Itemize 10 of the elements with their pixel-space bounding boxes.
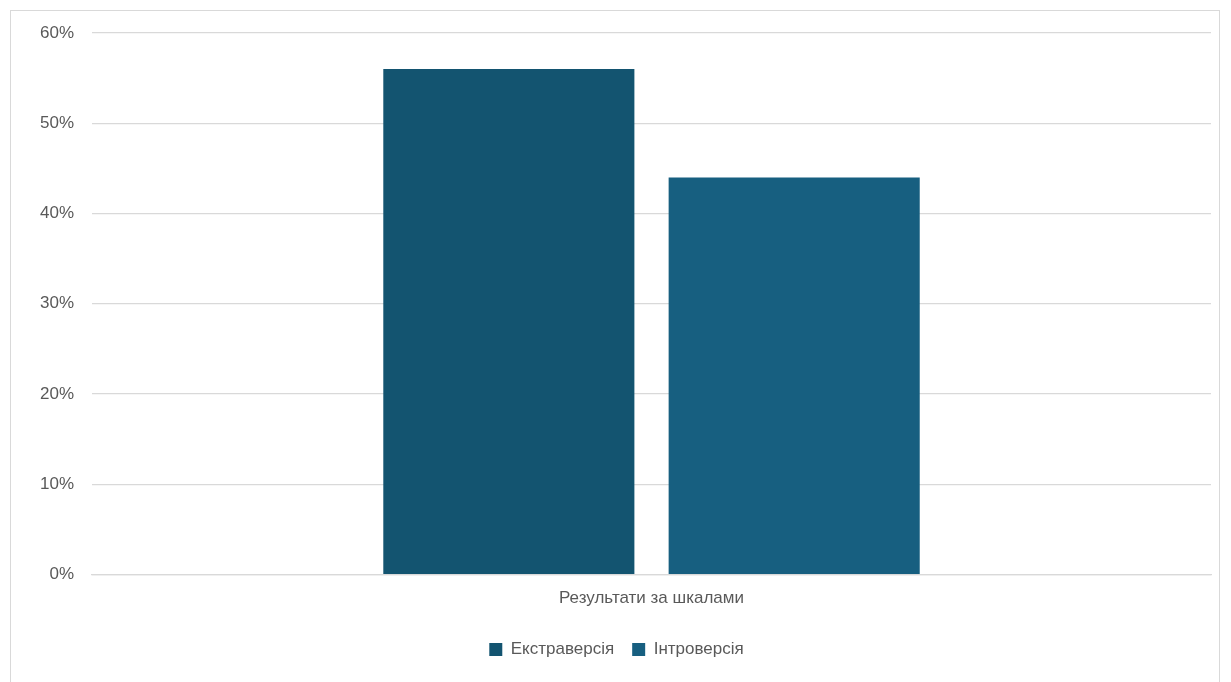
y-tick-label: 60% — [39, 22, 75, 42]
y-tick-label: 30% — [39, 293, 75, 313]
y-tick-label: 40% — [39, 203, 75, 223]
y-tick-label: 0% — [49, 564, 75, 584]
y-tick-label: 10% — [39, 474, 75, 494]
x-tick-label: Результати за шкалами — [559, 588, 744, 608]
y-tick-label: 20% — [39, 383, 75, 403]
y-tick-label: 50% — [39, 112, 75, 132]
legend-label: Інтроверсія — [653, 639, 744, 659]
legend-label: Екстраверсія — [510, 639, 615, 659]
